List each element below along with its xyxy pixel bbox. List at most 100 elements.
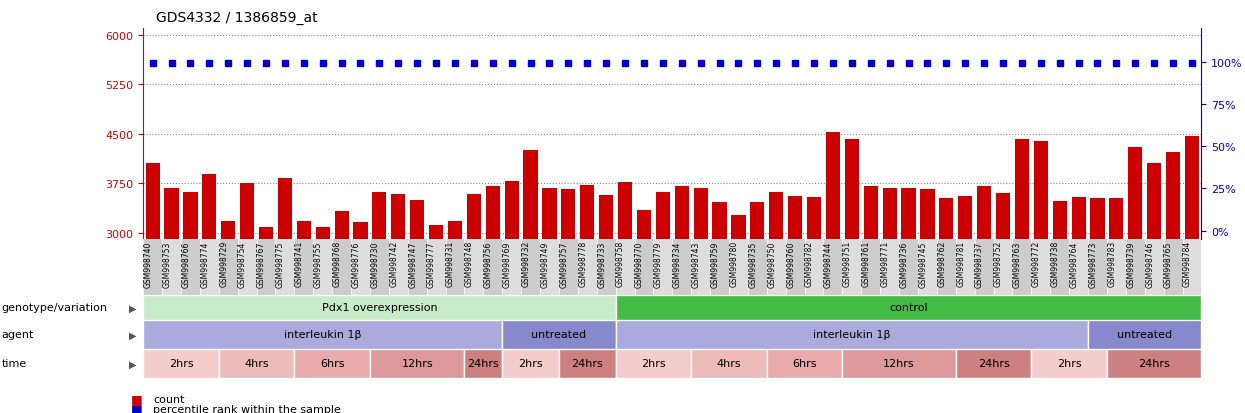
Text: GSM998730: GSM998730 (371, 241, 380, 287)
Bar (845, 140, 859, 413)
Bar (181, 240, 200, 295)
Bar (164, 188, 178, 413)
Text: 2hrs: 2hrs (518, 358, 543, 368)
Bar (504, 182, 519, 413)
Bar (804, 240, 823, 295)
Bar (637, 211, 651, 413)
Bar (464, 240, 483, 295)
Text: ▶: ▶ (129, 303, 137, 313)
Bar (143, 295, 615, 320)
Text: percentile rank within the sample: percentile rank within the sample (153, 404, 341, 413)
Text: count: count (153, 394, 184, 404)
Bar (1164, 240, 1183, 295)
Text: GSM998764: GSM998764 (1069, 241, 1078, 287)
Text: GSM998751: GSM998751 (843, 241, 852, 287)
Text: genotype/variation: genotype/variation (1, 303, 107, 313)
Bar (596, 240, 615, 295)
Bar (1072, 197, 1086, 413)
Text: control: control (889, 303, 928, 313)
Text: GSM998776: GSM998776 (351, 241, 361, 287)
Text: GSM998752: GSM998752 (994, 241, 1003, 287)
Text: untreated: untreated (532, 330, 586, 339)
Bar (580, 185, 594, 413)
Bar (559, 240, 578, 295)
Bar (316, 228, 330, 413)
Text: ▶: ▶ (129, 330, 137, 339)
Bar (296, 221, 311, 413)
Text: 6hrs: 6hrs (792, 358, 817, 368)
Text: GSM998732: GSM998732 (522, 241, 530, 287)
Text: GSM998774: GSM998774 (200, 241, 209, 287)
Bar (730, 240, 748, 295)
Bar (202, 175, 217, 413)
Text: GSM998763: GSM998763 (1013, 241, 1022, 287)
Bar (502, 349, 559, 378)
Bar (1144, 240, 1164, 295)
Bar (599, 195, 614, 413)
Text: GSM998769: GSM998769 (503, 241, 512, 287)
Text: GSM998755: GSM998755 (314, 241, 322, 287)
Text: 24hrs: 24hrs (977, 358, 1010, 368)
Bar (693, 188, 707, 413)
Text: 2hrs: 2hrs (641, 358, 666, 368)
Text: GSM998756: GSM998756 (484, 241, 493, 287)
Bar (370, 349, 464, 378)
Bar (635, 240, 654, 295)
Bar (259, 228, 273, 413)
Bar (543, 189, 557, 413)
Bar (238, 240, 256, 295)
Text: GSM998749: GSM998749 (540, 241, 549, 287)
Text: GSM998735: GSM998735 (748, 241, 757, 287)
Bar (918, 240, 936, 295)
Bar (807, 197, 822, 413)
Text: untreated: untreated (1117, 330, 1173, 339)
Bar (920, 190, 935, 413)
Bar (880, 240, 899, 295)
Bar (294, 240, 314, 295)
Bar (994, 240, 1012, 295)
Text: GSM998736: GSM998736 (900, 241, 909, 287)
Bar (1031, 349, 1107, 378)
Text: GSM998740: GSM998740 (143, 241, 153, 287)
Bar (712, 203, 727, 413)
Bar (522, 240, 540, 295)
Bar (467, 195, 481, 413)
Bar (240, 184, 254, 413)
Bar (691, 240, 710, 295)
Bar (788, 196, 802, 413)
Text: GSM998753: GSM998753 (163, 241, 172, 287)
Bar (483, 240, 502, 295)
Text: Pdx1 overexpression: Pdx1 overexpression (321, 303, 437, 313)
Bar (388, 240, 408, 295)
Text: GSM998731: GSM998731 (446, 241, 454, 287)
Bar (1107, 240, 1125, 295)
Bar (1183, 240, 1201, 295)
Text: 12hrs: 12hrs (401, 358, 433, 368)
Text: GSM998773: GSM998773 (1088, 241, 1098, 287)
Bar (615, 320, 1088, 349)
Bar (143, 320, 502, 349)
Text: GSM998733: GSM998733 (598, 241, 606, 287)
Bar (675, 187, 688, 413)
Bar (710, 240, 730, 295)
Bar (996, 193, 1010, 413)
Text: GSM998766: GSM998766 (182, 241, 190, 287)
Bar (1088, 320, 1201, 349)
Bar (540, 240, 559, 295)
Bar (977, 187, 991, 413)
Bar (862, 240, 880, 295)
Text: GSM998778: GSM998778 (578, 241, 588, 287)
Bar (278, 179, 293, 413)
Bar (1031, 240, 1051, 295)
Text: GSM998748: GSM998748 (464, 241, 474, 287)
Text: GSM998768: GSM998768 (332, 241, 341, 287)
Bar (502, 320, 615, 349)
Bar (899, 240, 918, 295)
Bar (559, 349, 615, 378)
Bar (731, 216, 746, 413)
Text: GSM998758: GSM998758 (616, 241, 625, 287)
Bar (351, 240, 370, 295)
Bar (1088, 240, 1107, 295)
Bar (1167, 153, 1180, 413)
Bar (843, 240, 862, 295)
